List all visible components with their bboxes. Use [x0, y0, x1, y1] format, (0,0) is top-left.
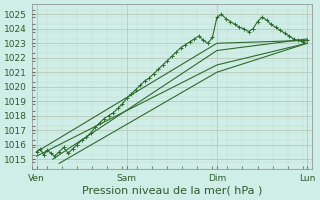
X-axis label: Pression niveau de la mer( hPa ): Pression niveau de la mer( hPa ): [82, 186, 262, 196]
